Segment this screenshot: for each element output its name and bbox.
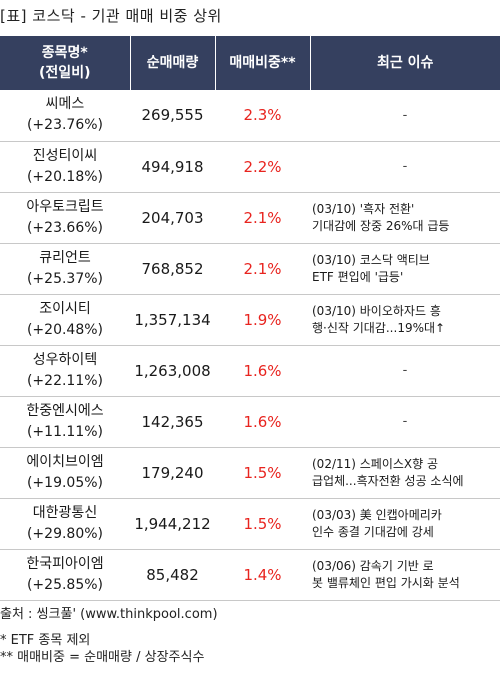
net-volume: 768,852 — [141, 259, 204, 278]
issue-line1: (03/10) 바이오하자드 흥 — [312, 303, 441, 318]
table-row: 대한광통신 (+29.80%) 1,944,212 1.5% (03/03) 美 인캡아… — [0, 498, 500, 549]
stock-name-cell: 아우토크립트 (+23.66%) — [0, 192, 130, 243]
net-volume: 1,263,008 — [134, 361, 211, 380]
trade-ratio: 2.1% — [243, 259, 282, 278]
table-row: 한중엔시에스 (+11.11%) 142,365 1.6% - — [0, 396, 500, 447]
stock-name: 진성티이씨 — [32, 147, 98, 164]
trade-ratio: 2.2% — [243, 157, 282, 176]
issue-line1: (03/03) 美 인캡아메리카 — [312, 507, 442, 522]
issue-line2: ETF 편입에 '급등' — [312, 269, 404, 284]
stock-name-cell: 에이치브이엠 (+19.05%) — [0, 447, 130, 498]
issue-cell: - — [310, 90, 500, 141]
stock-name-cell: 대한광통신 (+29.80%) — [0, 498, 130, 549]
issue-line2: 인수 종결 기대감에 강세 — [312, 524, 434, 539]
issue-line2: 기대감에 장중 26%대 급등 — [312, 218, 450, 233]
table-row: 한국피아이엠 (+25.85%) 85,482 1.4% (03/06) 감속기 기반 … — [0, 549, 500, 600]
net-volume: 204,703 — [141, 208, 204, 227]
table-row: 씨메스 (+23.76%) 269,555 2.3% - — [0, 90, 500, 141]
table-header: 종목명* (전일비) 순매매량 매매비중** 최근 이슈 — [0, 36, 500, 90]
table-row: 성우하이텍 (+22.11%) 1,263,008 1.6% - — [0, 345, 500, 396]
stock-change: (+23.66%) — [26, 219, 104, 236]
stock-change: (+29.80%) — [26, 525, 104, 542]
issue-line1: (03/06) 감속기 기반 로 — [312, 558, 434, 573]
net-volume: 85,482 — [146, 565, 199, 584]
stock-name-cell: 조이시티 (+20.48%) — [0, 294, 130, 345]
header-name-line1: 종목명* — [41, 45, 88, 61]
issue-cell: - — [310, 396, 500, 447]
issue-line1: - — [402, 107, 408, 123]
stock-change: (+25.37%) — [26, 270, 104, 287]
stock-name: 큐리언트 — [39, 249, 91, 266]
issue-line1: (03/10) '흑자 전환' — [312, 201, 415, 216]
page-title: [표] 코스닥 - 기관 매매 비중 상위 — [0, 7, 222, 25]
net-volume: 1,944,212 — [134, 514, 211, 533]
stock-name: 성우하이텍 — [32, 351, 98, 368]
stock-name: 한중엔시에스 — [26, 402, 104, 419]
issue-line2: 행·신작 기대감...19%대↑ — [312, 320, 446, 335]
stock-name: 대한광통신 — [32, 504, 98, 521]
issue-cell: (03/10) 코스닥 액티브 ETF 편입에 '급등' — [310, 243, 500, 294]
stock-name: 한국피아이엠 — [26, 555, 104, 572]
net-volume: 1,357,134 — [134, 310, 211, 329]
header-name: 종목명* (전일비) — [0, 36, 131, 90]
header-name-line2: (전일비) — [39, 65, 91, 81]
stock-name: 아우토크립트 — [26, 198, 104, 215]
trade-ratio: 1.4% — [243, 565, 282, 584]
stock-name: 씨메스 — [45, 96, 85, 113]
table-row: 에이치브이엠 (+19.05%) 179,240 1.5% (02/11) 스페이스X향… — [0, 447, 500, 498]
table-row: 큐리언트 (+25.37%) 768,852 2.1% (03/10) 코스닥 액티브 E… — [0, 243, 500, 294]
stock-change: (+11.11%) — [26, 423, 104, 440]
header-issue: 최근 이슈 — [310, 36, 500, 90]
net-volume: 142,365 — [141, 412, 204, 431]
trade-ratio: 2.3% — [243, 106, 282, 125]
trade-ratio: 1.9% — [243, 310, 282, 329]
net-volume: 269,555 — [141, 106, 204, 125]
issue-cell: - — [310, 345, 500, 396]
stock-change: (+20.48%) — [26, 321, 104, 338]
table-row: 아우토크립트 (+23.66%) 204,703 2.1% (03/10) '흑자 전환… — [0, 192, 500, 243]
trade-ratio: 1.5% — [243, 463, 282, 482]
stock-name: 조이시티 — [39, 300, 91, 317]
header-volume: 순매매량 — [130, 36, 216, 90]
table-row: 조이시티 (+20.48%) 1,357,134 1.9% (03/10) 바이오하자드… — [0, 294, 500, 345]
trade-ratio: 1.5% — [243, 514, 282, 533]
stock-name-cell: 씨메스 (+23.76%) — [0, 90, 130, 141]
stock-name-cell: 성우하이텍 (+22.11%) — [0, 345, 130, 396]
issue-cell: (03/10) '흑자 전환' 기대감에 장중 26%대 급등 — [310, 192, 500, 243]
stock-name-cell: 큐리언트 (+25.37%) — [0, 243, 130, 294]
issue-line1: (02/11) 스페이스X향 공 — [312, 456, 439, 471]
issue-line2: 급업체...흑자전환 성공 소식에 — [312, 473, 464, 488]
trade-ratio: 1.6% — [243, 361, 282, 380]
ranking-table: 종목명* (전일비) 순매매량 매매비중** 최근 이슈 씨메스 (+23.76%… — [0, 36, 500, 601]
stock-name-cell: 한국피아이엠 (+25.85%) — [0, 549, 130, 600]
issue-line1: - — [402, 159, 408, 174]
stock-name: 에이치브이엠 — [26, 453, 104, 470]
footnotes: 출처 : 씽크풀' (www.thinkpool.com) * ETF 종목 제… — [0, 606, 218, 666]
trade-ratio: 1.6% — [243, 412, 282, 431]
table-row: 진성티이씨 (+20.18%) 494,918 2.2% - — [0, 141, 500, 192]
header-ratio: 매매비중** — [215, 36, 311, 90]
issue-line1: - — [402, 363, 408, 378]
note-ratio-formula: ** 매매비중 = 순매매량 / 상장주식수 — [0, 650, 205, 665]
stock-change: (+20.18%) — [26, 168, 104, 185]
issue-line1: (03/10) 코스닥 액티브 — [312, 252, 430, 267]
trade-ratio: 2.1% — [243, 208, 282, 227]
issue-line1: - — [402, 414, 408, 429]
net-volume: 179,240 — [141, 463, 204, 482]
stock-change: (+23.76%) — [26, 117, 104, 134]
note-etf: * ETF 종목 제외 — [0, 633, 91, 648]
stock-name-cell: 한중엔시에스 (+11.11%) — [0, 396, 130, 447]
stock-change: (+25.85%) — [26, 576, 104, 593]
stock-change: (+19.05%) — [26, 474, 104, 491]
source-note: 출처 : 씽크풀' (www.thinkpool.com) — [0, 607, 218, 622]
net-volume: 494,918 — [141, 157, 204, 176]
issue-cell: - — [310, 141, 500, 192]
issue-line2: 봇 밸류체인 편입 가시화 분석 — [312, 575, 460, 590]
stock-change: (+22.11%) — [26, 372, 104, 389]
stock-name-cell: 진성티이씨 (+20.18%) — [0, 141, 130, 192]
